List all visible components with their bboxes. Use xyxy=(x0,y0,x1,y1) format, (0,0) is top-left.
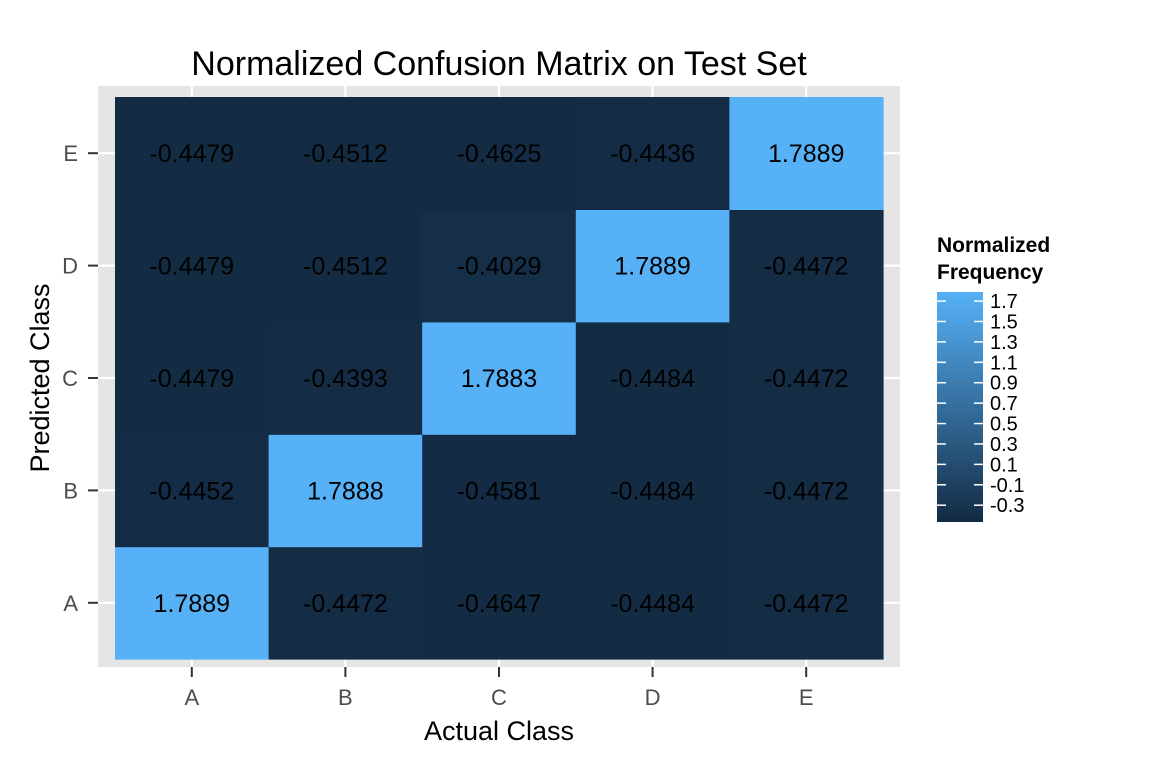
legend-tick-label: -0.1 xyxy=(990,475,1024,497)
y-tick-label-A: A xyxy=(63,591,78,616)
legend-color-bar xyxy=(937,292,983,522)
legend-title-line-2: Frequency xyxy=(937,261,1044,284)
legend-tick-label: 0.7 xyxy=(990,393,1018,415)
cell-label-A-E: -0.4479 xyxy=(149,140,234,168)
cell-label-B-A: -0.4472 xyxy=(303,590,388,618)
heatmap-cell-B-A xyxy=(268,546,423,660)
x-tick-label-E: E xyxy=(799,685,814,710)
x-tick-label-A: A xyxy=(184,685,199,710)
cell-label-C-A: -0.4647 xyxy=(457,590,542,618)
cell-label-E-E: 1.7889 xyxy=(768,140,844,168)
y-tick-label-B: B xyxy=(63,478,78,503)
heatmap-cell-D-D xyxy=(575,209,730,323)
legend-tick-label: 1.5 xyxy=(990,311,1018,333)
y-axis-label: Predicted Class xyxy=(25,283,55,472)
legend-tick-label: 1.3 xyxy=(990,332,1018,354)
heatmap-cell-B-E xyxy=(268,97,423,210)
cell-label-B-B: 1.7888 xyxy=(307,477,383,505)
heatmap-cell-C-C xyxy=(422,321,577,435)
y-tick-label-D: D xyxy=(62,254,78,279)
legend-tick-label: 0.9 xyxy=(990,373,1018,395)
legend-tick-label: 0.3 xyxy=(990,434,1018,456)
cell-label-A-D: -0.4479 xyxy=(149,253,234,281)
heatmap-cell-A-D xyxy=(115,209,270,323)
legend-tick-label: 1.1 xyxy=(990,352,1018,374)
heatmap-cell-C-E xyxy=(422,97,577,210)
legend-tick-label: -0.3 xyxy=(990,495,1024,517)
legend-tick-label: 1.7 xyxy=(990,291,1018,313)
cell-label-C-C: 1.7883 xyxy=(461,365,537,393)
cell-label-E-C: -0.4472 xyxy=(764,365,849,393)
heatmap-cell-C-A xyxy=(422,546,577,660)
x-tick-label-D: D xyxy=(645,685,661,710)
cell-label-C-E: -0.4625 xyxy=(457,140,542,168)
cell-label-D-B: -0.4484 xyxy=(610,477,695,505)
chart-title: Normalized Confusion Matrix on Test Set xyxy=(191,45,807,83)
heatmap-cell-D-B xyxy=(575,434,730,548)
legend-tick-label: 0.1 xyxy=(990,454,1018,476)
cell-label-B-C: -0.4393 xyxy=(303,365,388,393)
heatmap-cell-D-C xyxy=(575,321,730,435)
cell-label-D-C: -0.4484 xyxy=(610,365,695,393)
cell-label-B-E: -0.4512 xyxy=(303,140,388,168)
heatmap-cell-E-A xyxy=(729,546,884,660)
cell-label-A-C: -0.4479 xyxy=(149,365,234,393)
heatmap-cell-D-E xyxy=(575,97,730,210)
heatmap-cell-A-A xyxy=(115,546,270,660)
cell-label-C-B: -0.4581 xyxy=(457,477,542,505)
x-axis: A B C D E xyxy=(184,667,814,710)
heatmap-cell-D-A xyxy=(575,546,730,660)
cell-label-D-D: 1.7889 xyxy=(614,253,690,281)
heatmap-cell-E-C xyxy=(729,321,884,435)
heatmap-cell-E-B xyxy=(729,434,884,548)
cell-label-C-D: -0.4029 xyxy=(457,253,542,281)
heatmap-cell-A-B xyxy=(115,434,270,548)
heatmap-cell-E-E xyxy=(729,97,884,210)
y-axis: A B C D E xyxy=(62,141,98,616)
heatmap-cell-C-D xyxy=(422,209,577,323)
heatmap-cell-C-B xyxy=(422,434,577,548)
cell-label-D-A: -0.4484 xyxy=(610,590,695,618)
heatmap-cell-B-B xyxy=(268,434,423,548)
cell-label-A-A: 1.7889 xyxy=(154,590,230,618)
x-tick-label-B: B xyxy=(338,685,353,710)
x-axis-label: Actual Class xyxy=(424,716,574,746)
cell-label-E-B: -0.4472 xyxy=(764,477,849,505)
cell-label-B-D: -0.4512 xyxy=(303,253,388,281)
cell-labels: 1.7889 -0.4472 -0.4647 -0.4484 -0.4472 -0.445… xyxy=(149,140,848,618)
heatmap-cell-B-D xyxy=(268,209,423,323)
x-tick-label-C: C xyxy=(491,685,507,710)
legend-title-line-1: Normalized xyxy=(937,234,1050,257)
color-legend: Normalized Frequency 1.71.51.31.10.90.70… xyxy=(937,234,1050,522)
y-tick-label-C: C xyxy=(62,366,78,391)
cell-label-E-D: -0.4472 xyxy=(764,253,849,281)
y-tick-label-E: E xyxy=(63,141,78,166)
heatmap-cells xyxy=(115,97,884,660)
heatmap-cell-E-D xyxy=(729,209,884,323)
heatmap-cell-B-C xyxy=(268,321,423,435)
heatmap-cell-A-E xyxy=(115,97,270,210)
legend-tick-label: 0.5 xyxy=(990,414,1018,436)
heatmap-cell-A-C xyxy=(115,321,270,435)
legend-ticks: 1.71.51.31.10.90.70.50.30.1-0.1-0.3 xyxy=(937,291,1024,517)
cell-label-E-A: -0.4472 xyxy=(764,590,849,618)
cell-label-A-B: -0.4452 xyxy=(149,477,234,505)
cell-label-D-E: -0.4436 xyxy=(610,140,695,168)
